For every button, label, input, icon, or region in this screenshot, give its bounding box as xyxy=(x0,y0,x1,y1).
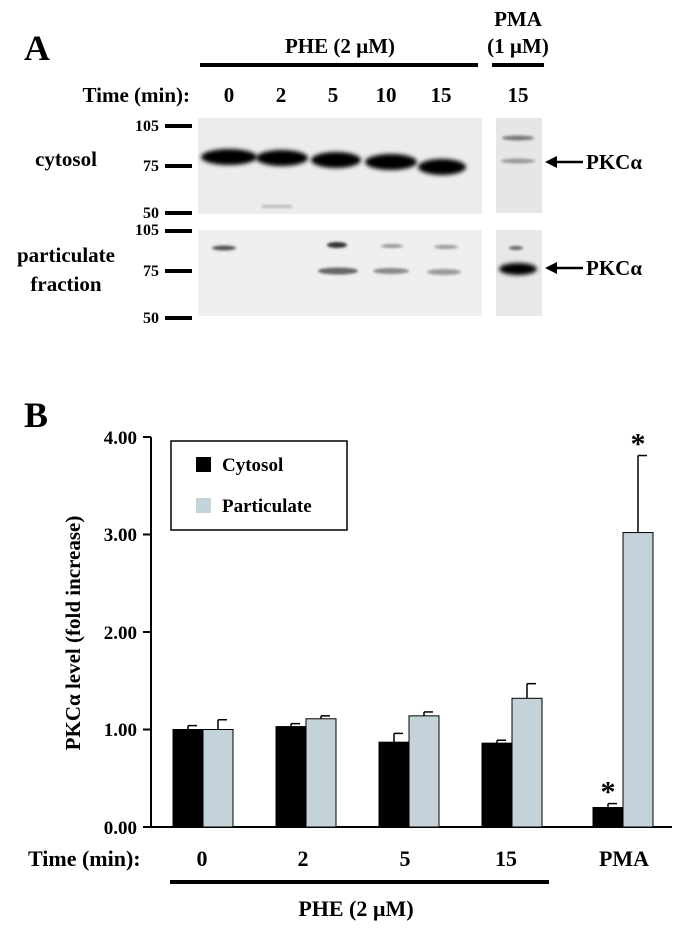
bar-particulate-5 xyxy=(408,715,440,828)
legend: Cytosol Particulate xyxy=(170,440,348,531)
particulate-marker-105: 105 xyxy=(135,222,159,239)
particulate-band-upper-10 xyxy=(381,244,403,248)
cytosol-pma-blot xyxy=(496,118,542,213)
panel-a: A PHE (2 µM) PMA (1 µM) Time (min): 0 2 … xyxy=(17,7,642,327)
particulate-pma-band xyxy=(499,263,537,275)
particulate-marker-50: 50 xyxy=(143,310,159,327)
cytosol-marker-50: 50 xyxy=(143,205,159,222)
cytosol-marker-50-tick xyxy=(165,211,192,215)
x-category-label-5: 5 xyxy=(400,846,411,871)
phe-treatment-bar xyxy=(200,63,478,67)
cytosol-blot-speckle xyxy=(262,205,292,208)
particulate-band-upper-15 xyxy=(434,245,458,249)
lane-time-2: 2 xyxy=(276,83,287,107)
particulate-band-upper-5 xyxy=(327,242,347,248)
lane-time-15: 15 xyxy=(431,83,452,107)
particulate-row-label-1: particulate xyxy=(17,243,115,267)
cytosol-band-2 xyxy=(256,150,308,166)
legend-label-cytosol: Cytosol xyxy=(222,455,283,476)
cytosol-row-label: cytosol xyxy=(35,147,97,171)
chart: PKCα level (fold increase) 0.00 1.00 2.0… xyxy=(28,428,672,921)
cytosol-marker-105-tick xyxy=(165,124,192,128)
particulate-marker-75: 75 xyxy=(143,263,159,280)
phe-treatment-label: PHE (2 µM) xyxy=(285,34,395,58)
particulate-marker-105-tick xyxy=(165,229,192,233)
y-axis-label: PKCα level (fold increase) xyxy=(61,516,85,751)
cytosol-band-0 xyxy=(201,149,257,165)
significance-marker-particulate-pma: * xyxy=(631,428,646,461)
legend-swatch-cytosol xyxy=(196,457,211,472)
phe-group-bar xyxy=(170,880,549,884)
cytosol-pma-band-upper xyxy=(502,135,534,141)
x-category-label-pma: PMA xyxy=(599,846,649,871)
y-tick-label: 2.00 xyxy=(104,623,137,644)
y-ticks: 0.00 1.00 2.00 3.00 4.00 xyxy=(104,428,151,839)
phe-group-label: PHE (2 µM) xyxy=(298,896,413,921)
particulate-band-upper-0 xyxy=(212,245,236,251)
y-tick-label: 1.00 xyxy=(104,720,137,741)
bar-particulate-2 xyxy=(305,718,337,828)
particulate-band-10 xyxy=(373,268,409,274)
particulate-blot xyxy=(198,230,482,316)
bar-particulate-15 xyxy=(511,697,543,828)
panel-b-label: B xyxy=(24,395,48,435)
bar-cytosol-0 xyxy=(172,729,204,828)
legend-box xyxy=(170,440,348,531)
x-category-label-0: 0 xyxy=(197,846,208,871)
particulate-pma-band-upper xyxy=(509,246,523,250)
cytosol-marker-105: 105 xyxy=(135,118,159,135)
lane-time-0: 0 xyxy=(224,83,235,107)
cytosol-marker-75-tick xyxy=(165,164,192,168)
panel-a-label: A xyxy=(24,28,50,68)
blot-time-label: Time (min): xyxy=(82,83,190,107)
bar-cytosol-pma xyxy=(592,807,624,828)
lane-time-5: 5 xyxy=(328,83,339,107)
cytosol-marker-75: 75 xyxy=(143,158,159,175)
cytosol-arrowhead xyxy=(545,156,557,168)
x-category-label-15: 15 xyxy=(495,846,517,871)
significance-marker-cytosol-pma: * xyxy=(601,776,616,809)
cytosol-pma-band-lower xyxy=(501,158,535,164)
legend-label-particulate: Particulate xyxy=(222,496,312,517)
y-tick-label: 3.00 xyxy=(104,525,137,546)
bars-layer: ** xyxy=(172,428,654,828)
cytosol-blot xyxy=(198,118,482,214)
particulate-row-label-2: fraction xyxy=(30,272,101,296)
particulate-marker-50-tick xyxy=(165,316,192,320)
bar-particulate-0 xyxy=(202,729,234,828)
bar-cytosol-15 xyxy=(481,742,513,828)
pma-treatment-bar xyxy=(492,63,544,67)
bar-cytosol-5 xyxy=(378,741,410,828)
cytosol-arrow-label: PKCα xyxy=(586,150,642,174)
particulate-band-5 xyxy=(318,267,358,275)
lane-time-10: 10 xyxy=(376,83,397,107)
pma-lane-time: 15 xyxy=(508,83,529,107)
x-category-label-2: 2 xyxy=(298,846,309,871)
panel-b: B PKCα level (fold increase) 0.00 1.00 2… xyxy=(24,395,672,921)
cytosol-pma-blot-background xyxy=(496,118,542,213)
particulate-arrow-label: PKCα xyxy=(586,256,642,280)
cytosol-band-5 xyxy=(311,152,361,168)
particulate-marker-75-tick xyxy=(165,269,192,273)
pma-treatment-label-1: PMA xyxy=(494,7,543,31)
bar-cytosol-2 xyxy=(275,726,307,828)
cytosol-band-15 xyxy=(418,159,466,175)
particulate-band-15 xyxy=(427,269,461,275)
y-tick-label: 4.00 xyxy=(104,428,137,449)
particulate-arrowhead xyxy=(545,262,557,274)
legend-swatch-particulate xyxy=(196,498,211,513)
cytosol-band-10 xyxy=(365,154,417,170)
particulate-pma-blot xyxy=(496,230,542,316)
bar-particulate-pma xyxy=(622,532,654,828)
x-axis-time-label: Time (min): xyxy=(28,846,141,871)
y-tick-label: 0.00 xyxy=(104,818,137,839)
pma-treatment-label-2: (1 µM) xyxy=(487,34,549,58)
